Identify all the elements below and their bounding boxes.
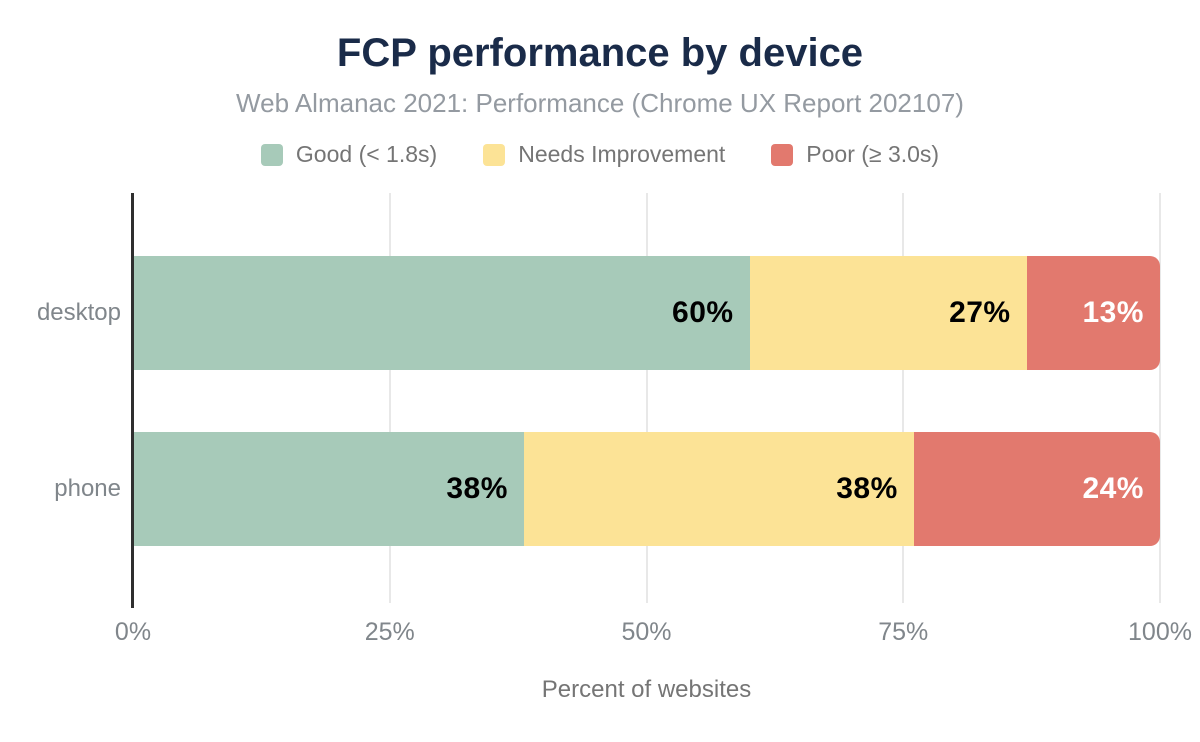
legend-item-poor-3-0s[interactable]: Poor (≥ 3.0s) bbox=[771, 141, 939, 168]
bar-value-label: 60% bbox=[672, 296, 734, 329]
legend-swatch-icon bbox=[771, 143, 794, 166]
legend-swatch-icon bbox=[260, 143, 283, 166]
gridline bbox=[902, 193, 905, 603]
bar-value-label: 13% bbox=[1082, 296, 1144, 329]
bar-row-phone: 38% 38% 24% bbox=[134, 432, 1160, 546]
x-tick-label: 0% bbox=[114, 618, 152, 646]
bar-segment-desktop-good-1-8s[interactable]: 60% bbox=[134, 256, 750, 370]
legend-item-needs-improvement[interactable]: Needs Improvement bbox=[483, 141, 725, 168]
x-tick-label: 75% bbox=[878, 618, 929, 646]
plot-area: 60% 27% 13% 38% 38% 24% bbox=[131, 193, 1161, 608]
bar-segment-phone-poor-3-0s[interactable]: 24% bbox=[913, 432, 1160, 546]
bar-value-label: 38% bbox=[446, 472, 508, 505]
legend: Good (< 1.8s) Needs Improvement Poor (≥ 3.… bbox=[0, 141, 1200, 168]
bar-segment-phone-good-1-8s[interactable]: 38% bbox=[134, 432, 524, 546]
chart-title: FCP performance by device bbox=[336, 31, 864, 75]
legend-swatch-icon bbox=[483, 143, 506, 166]
legend-label: Poor (≥ 3.0s) bbox=[806, 141, 940, 167]
legend-item-good-1-8s[interactable]: Good (< 1.8s) bbox=[260, 141, 438, 168]
gridline bbox=[388, 193, 391, 603]
gridline bbox=[1159, 193, 1161, 603]
x-tick-label: 50% bbox=[621, 618, 672, 646]
y-category-label-phone: phone bbox=[54, 475, 121, 502]
bar-segment-desktop-needs-improvement[interactable]: 27% bbox=[749, 256, 1027, 370]
gridline bbox=[645, 193, 648, 603]
bar-value-label: 27% bbox=[949, 296, 1011, 329]
x-tick-label: 100% bbox=[1128, 618, 1192, 646]
x-axis-title: Percent of websites bbox=[541, 676, 752, 703]
legend-label: Good (< 1.8s) bbox=[295, 141, 438, 167]
y-category-label-desktop: desktop bbox=[36, 299, 121, 326]
bar-segment-phone-needs-improvement[interactable]: 38% bbox=[523, 432, 914, 546]
x-tick-label: 25% bbox=[364, 618, 415, 646]
bar-value-label: 38% bbox=[836, 472, 898, 505]
y-axis-line bbox=[131, 193, 134, 608]
bar-value-label: 24% bbox=[1082, 472, 1144, 505]
bar-segment-desktop-poor-3-0s[interactable]: 13% bbox=[1026, 256, 1160, 370]
bar-row-desktop: 60% 27% 13% bbox=[134, 256, 1160, 370]
chart-subtitle: Web Almanac 2021: Performance (Chrome UX… bbox=[236, 88, 964, 118]
legend-label: Needs Improvement bbox=[518, 141, 726, 167]
